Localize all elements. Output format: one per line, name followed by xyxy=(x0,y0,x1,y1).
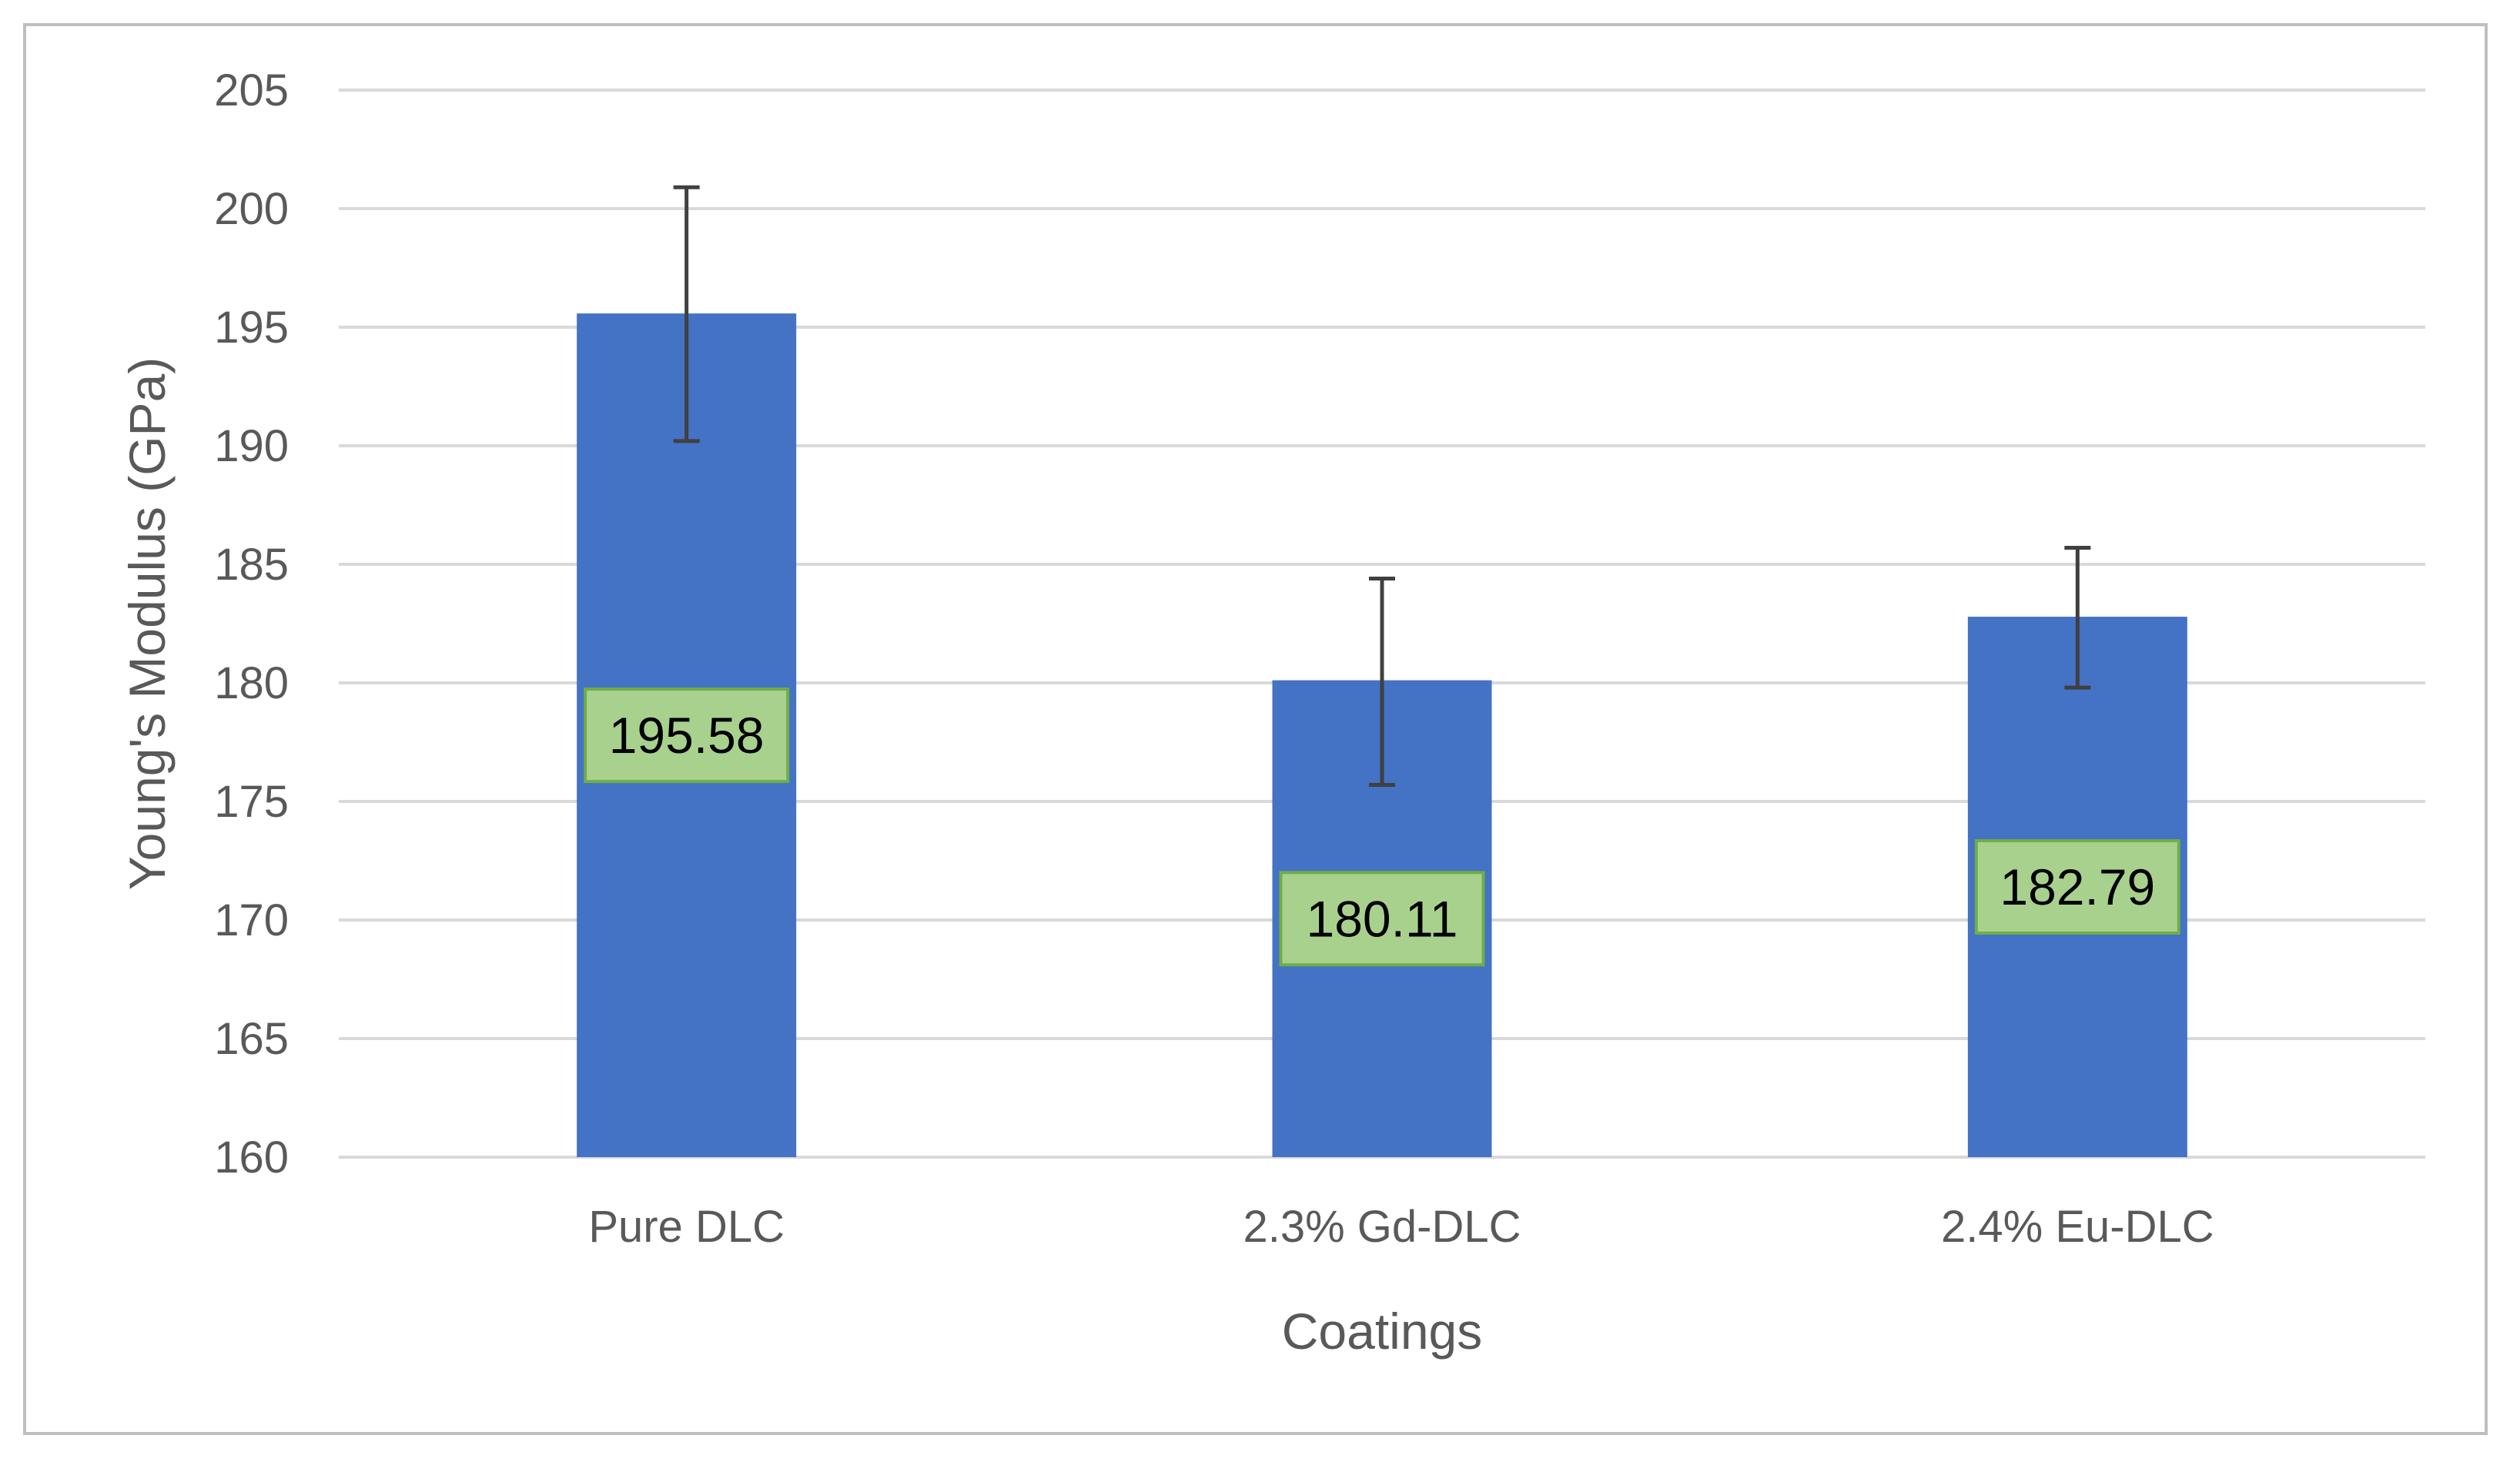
y-tick-label: 165 xyxy=(214,1014,289,1064)
x-axis-ticks: Pure DLC 2.3% Gd-DLC 2.4% Eu-DLC xyxy=(588,1202,2214,1252)
y-tick-label: 200 xyxy=(214,184,289,234)
data-label: 180.11 xyxy=(1307,890,1458,947)
y-tick-label: 160 xyxy=(214,1132,289,1183)
x-tick-label: 2.3% Gd-DLC xyxy=(1243,1202,1521,1252)
x-tick-label: Pure DLC xyxy=(588,1202,785,1252)
x-axis-title: Coatings xyxy=(1282,1303,1483,1360)
y-tick-label: 195 xyxy=(214,303,289,353)
data-label: 182.79 xyxy=(2000,858,2155,915)
y-tick-label: 175 xyxy=(214,777,289,827)
y-axis-title: Young's Modulus (GPa) xyxy=(119,357,176,891)
y-tick-label: 190 xyxy=(214,421,289,471)
y-tick-label: 205 xyxy=(214,65,289,115)
data-label: 195.58 xyxy=(609,707,765,764)
data-label-box xyxy=(1279,871,1485,967)
x-tick-label: 2.4% Eu-DLC xyxy=(1941,1202,2214,1252)
y-axis-ticks: 160 165 170 175 180 185 190 195 200 205 xyxy=(214,65,289,1183)
y-tick-label: 185 xyxy=(214,540,289,590)
y-tick-label: 170 xyxy=(214,895,289,945)
data-labels: 195.58 180.11 182.79 xyxy=(584,688,2180,967)
error-bars xyxy=(673,185,2091,787)
data-label-box xyxy=(584,688,790,784)
data-label-box xyxy=(1974,839,2180,935)
y-tick-label: 180 xyxy=(214,658,289,708)
